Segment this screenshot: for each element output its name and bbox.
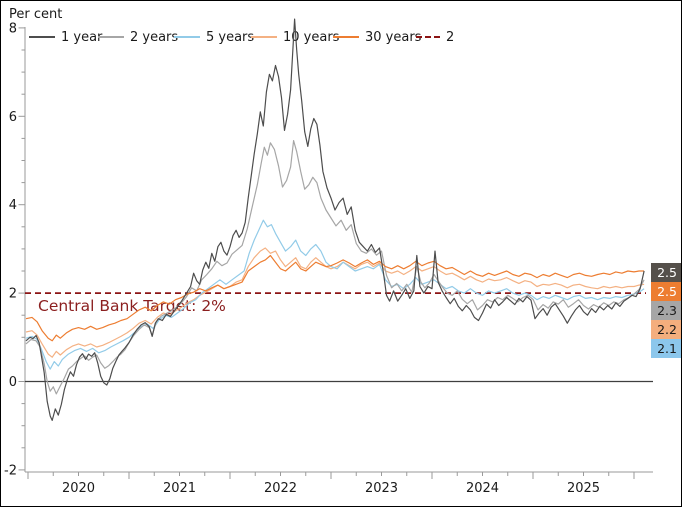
legend-label: 1 year (61, 29, 103, 45)
x-year-label: 2020 (62, 481, 95, 496)
y-tick-label: -2 (4, 463, 17, 478)
legend-swatch-icon (251, 36, 277, 38)
legend-label: 2 years (130, 29, 179, 45)
legend-label: 10 years (283, 29, 340, 45)
legend-swatch-icon (29, 36, 55, 38)
legend-swatch-icon (416, 36, 440, 38)
legend: 1 year 2 years 5 years 10 years 30 years 2 (1, 29, 681, 45)
y-tick-label: 2 (9, 287, 17, 302)
y-axis-unit-label: Per cent (9, 7, 63, 22)
legend-item-10-years: 10 years (251, 29, 339, 45)
series-line-2-years (25, 140, 645, 395)
y-tick-label: 6 (9, 110, 17, 125)
x-year-label: 2025 (567, 481, 600, 496)
legend-item-30-years: 30 years (333, 29, 421, 45)
legend-swatch-icon (98, 36, 124, 38)
target-annotation: Central Bank Target: 2% (38, 297, 226, 315)
series-line-5-years (25, 219, 645, 370)
y-tick-label: 8 (9, 21, 17, 36)
legend-label: 2 (446, 29, 455, 45)
legend-label: 30 years (365, 29, 422, 45)
y-tick-label: 0 (9, 375, 17, 390)
legend-swatch-icon (333, 36, 359, 38)
legend-item-2-years: 2 years (98, 29, 178, 45)
legend-item-5-years: 5 years (174, 29, 254, 45)
x-year-label: 2021 (163, 481, 196, 496)
series-line-1-year (25, 18, 645, 421)
x-year-label: 2023 (365, 481, 398, 496)
y-tick-label: 4 (9, 198, 17, 213)
x-year-label: 2024 (466, 481, 499, 496)
legend-item-2: 2 (416, 29, 454, 45)
x-year-label: 2022 (264, 481, 297, 496)
legend-swatch-icon (174, 36, 200, 38)
legend-label: 5 years (206, 29, 255, 45)
series-line-30-years (25, 254, 645, 342)
legend-item-1-year: 1 year (29, 29, 102, 45)
